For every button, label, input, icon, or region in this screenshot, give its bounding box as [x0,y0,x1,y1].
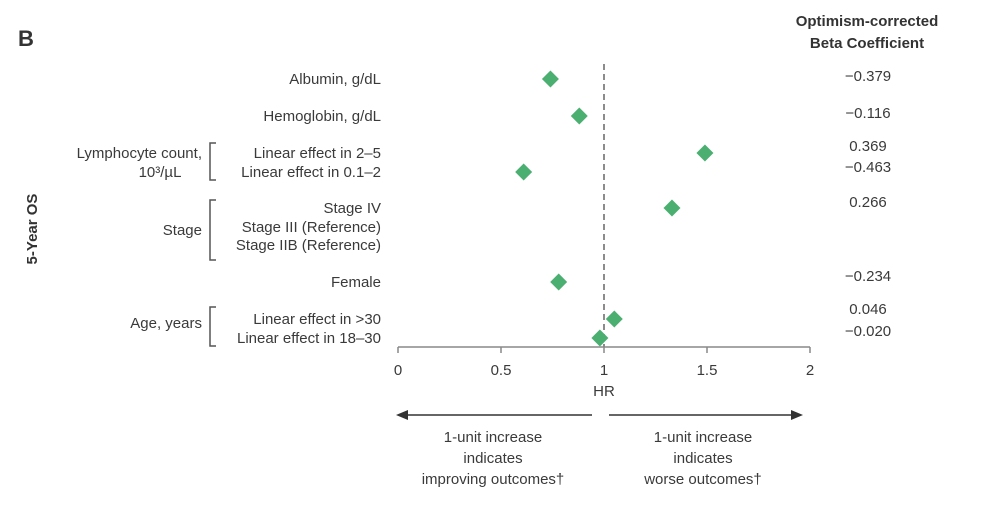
right-arrowhead-icon [791,410,803,420]
coef-value: −0.020 [845,323,891,340]
row-label: Linear effect in 2–5 [254,145,381,162]
group-label-lymphocyte: Lymphocyte count, [77,145,202,162]
group-label-stage: Stage [163,222,202,239]
bracket-lymphocyte [209,142,216,181]
hr-marker [550,273,568,291]
bracket-age [209,306,216,347]
hr-marker [541,70,559,88]
group-label-lymphocyte-unit: 10³/µL [139,164,182,181]
x-tick-label: 0 [394,362,402,379]
coef-value: 0.046 [849,301,887,318]
row-label: Linear effect in 0.1–2 [241,164,381,181]
bracket-stage [209,199,216,261]
x-tick-label: 1.5 [697,362,718,379]
hr-marker [696,144,714,162]
row-label: Hemoglobin, g/dL [263,108,381,125]
coef-header-line2: Beta Coefficient [810,35,924,52]
panel-label: B [18,26,34,51]
coef-value: −0.116 [845,105,890,122]
hr-marker [605,310,623,328]
annotation-left-text: 1-unit increase [444,429,542,446]
x-tick-label: 1 [600,362,608,379]
row-label: Linear effect in 18–30 [237,330,381,347]
left-arrowhead-icon [396,410,408,420]
row-label: Albumin, g/dL [289,71,381,88]
row-label: Stage IV [323,200,381,217]
hr-marker [515,163,533,181]
row-label: Stage III (Reference) [242,219,381,236]
annotation-left-text: indicates [463,450,522,467]
coef-value: −0.463 [845,159,891,176]
x-tick-label: 2 [806,362,814,379]
hr-marker [591,329,609,347]
coef-value: 0.266 [849,194,887,211]
coef-value: 0.369 [849,138,887,155]
coef-header-line1: Optimism-corrected [796,13,939,30]
x-axis-label: HR [593,383,615,400]
x-tick-label: 0.5 [491,362,512,379]
annotation-right-text: 1-unit increase [654,429,752,446]
row-label: Stage IIB (Reference) [236,237,381,254]
annotation-right-text: indicates [673,450,732,467]
hr-marker [663,199,681,217]
coef-value: −0.379 [845,68,891,85]
y-axis-label: 5-Year OS [24,194,41,265]
annotation-right-text: worse outcomes† [643,471,762,488]
coef-value: −0.234 [845,268,891,285]
row-label: Female [331,274,381,291]
group-label-age: Age, years [130,315,202,332]
row-label: Linear effect in >30 [253,311,381,328]
hr-marker [570,107,588,125]
annotation-left-text: improving outcomes† [422,471,565,488]
